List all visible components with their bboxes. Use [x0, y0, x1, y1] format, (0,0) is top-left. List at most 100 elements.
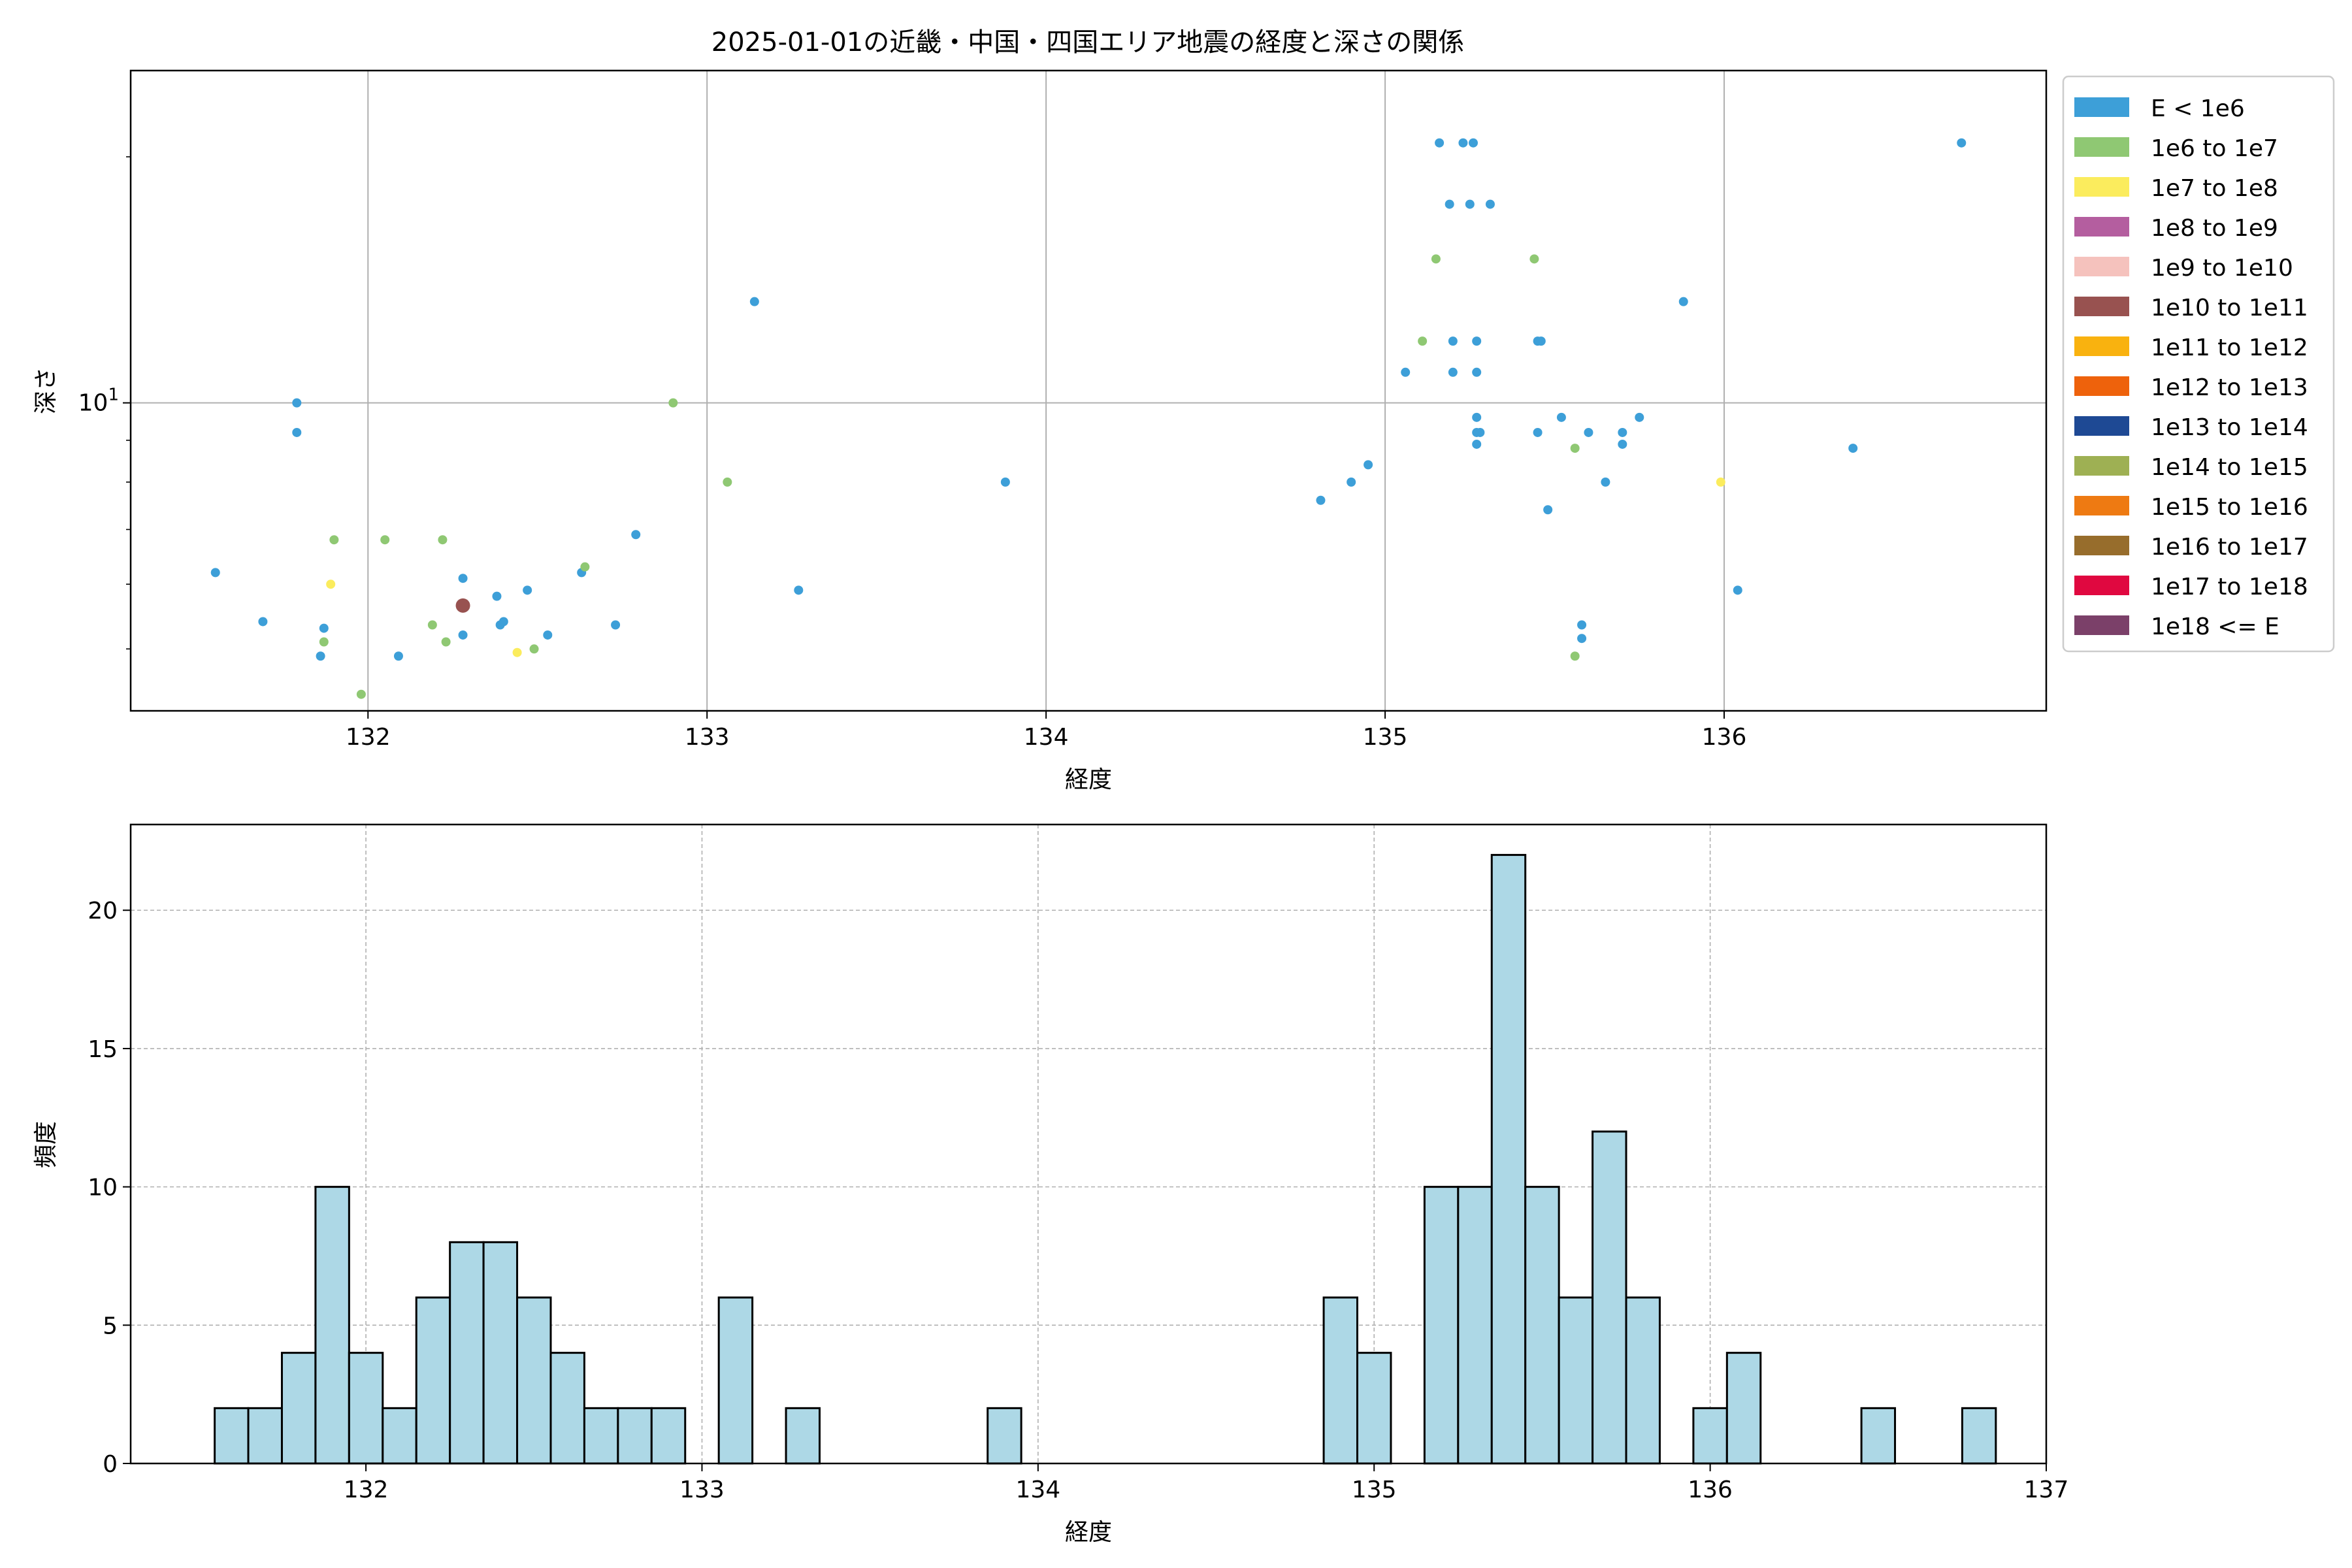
legend-label: 1e10 to 1e11	[2151, 295, 2308, 321]
scatter-point	[1472, 439, 1482, 449]
legend-swatch	[2074, 376, 2129, 396]
scatter-point	[1472, 412, 1482, 422]
histogram-panel: 132 133 134 135 136 137 0 5 10 15 20 経度 頻度	[33, 823, 2069, 1546]
legend-label: 1e15 to 1e16	[2151, 494, 2308, 521]
histogram-y-ticks: 0 5 10 15 20	[88, 898, 131, 1478]
scatter-point	[1435, 138, 1445, 148]
legend-label: 1e9 to 1e10	[2151, 255, 2293, 282]
scatter-point	[1635, 412, 1644, 422]
scatter-point	[1468, 138, 1478, 148]
scatter-point	[1445, 199, 1454, 209]
histogram-bar	[1592, 1130, 1627, 1465]
scatter-x-ticks: 132 133 134 135 136	[346, 711, 1746, 751]
scatter-point	[455, 598, 470, 613]
legend-label: 1e13 to 1e14	[2151, 414, 2308, 441]
scatter-point	[523, 585, 532, 595]
histogram-bar	[516, 1296, 552, 1465]
histogram-x-tick-label: 133	[679, 1477, 725, 1503]
histogram-y-tick-label: 15	[88, 1036, 118, 1063]
scatter-x-tick-label: 134	[1024, 724, 1069, 751]
scatter-point	[723, 477, 732, 487]
scatter-point	[1485, 199, 1495, 209]
scatter-point	[329, 535, 339, 545]
scatter-points	[210, 138, 1967, 699]
scatter-point	[393, 651, 403, 661]
scatter-y-tick-base: 10	[78, 390, 108, 417]
legend-swatch	[2074, 177, 2129, 197]
scatter-point	[316, 651, 325, 661]
histogram-x-axis-label: 経度	[1065, 1519, 1112, 1546]
legend-swatch	[2074, 217, 2129, 237]
histogram-bar	[785, 1407, 821, 1465]
histogram-bar	[987, 1407, 1022, 1465]
legend-swatch	[2074, 137, 2129, 157]
scatter-point	[1418, 336, 1428, 346]
histogram-bar	[1860, 1407, 1897, 1465]
histogram-bar	[1558, 1296, 1594, 1465]
scatter-point	[1448, 367, 1458, 377]
histogram-bars	[214, 854, 1997, 1465]
scatter-point	[1716, 477, 1725, 487]
scatter-point	[1316, 495, 1326, 505]
scatter-point	[441, 637, 451, 647]
scatter-point	[319, 637, 329, 647]
scatter-point	[611, 620, 621, 630]
legend-box	[2062, 75, 2335, 653]
scatter-y-tick-exponent: 1	[108, 385, 119, 405]
scatter-grid	[131, 71, 2046, 711]
scatter-point	[1458, 138, 1468, 148]
legend-swatch	[2074, 336, 2129, 356]
histogram-bar	[482, 1241, 519, 1465]
legend-label: 1e7 to 1e8	[2151, 175, 2278, 202]
histogram-bar	[449, 1241, 485, 1465]
scatter-point	[1848, 444, 1858, 453]
scatter-point	[1529, 254, 1539, 264]
legend-swatch	[2074, 496, 2129, 515]
scatter-point	[1533, 427, 1543, 437]
histogram-bar	[1692, 1407, 1728, 1465]
scatter-point	[512, 647, 522, 657]
histogram-bar	[382, 1407, 417, 1465]
scatter-point	[1618, 427, 1627, 437]
histogram-plot-frame	[129, 823, 2048, 1465]
scatter-point	[749, 297, 759, 306]
scatter-point	[1556, 412, 1566, 422]
histogram-bar	[1725, 1352, 1762, 1465]
scatter-point	[580, 562, 590, 572]
legend-swatch	[2074, 576, 2129, 595]
histogram-x-tick-label: 136	[1688, 1477, 1733, 1503]
histogram-bar	[348, 1352, 384, 1465]
scatter-point	[1475, 427, 1485, 437]
scatter-point	[1570, 651, 1580, 661]
legend-label: 1e11 to 1e12	[2151, 335, 2308, 361]
scatter-point	[1577, 620, 1587, 630]
scatter-point	[1601, 477, 1610, 487]
scatter-point	[1401, 367, 1411, 377]
scatter-y-axis-label: 深さ	[33, 367, 59, 414]
legend-label: 1e6 to 1e7	[2151, 135, 2278, 162]
histogram-bar	[1524, 1186, 1560, 1465]
histogram-bar	[247, 1407, 283, 1465]
histogram-x-tick-label: 132	[344, 1477, 389, 1503]
scatter-point	[1347, 477, 1356, 487]
scatter-plot-frame	[129, 69, 2048, 712]
scatter-point	[427, 620, 437, 630]
scatter-point	[1000, 477, 1010, 487]
histogram-bar	[583, 1407, 619, 1465]
legend-label: 1e12 to 1e13	[2151, 374, 2308, 401]
scatter-point	[492, 591, 502, 601]
histogram-bar	[1322, 1296, 1359, 1465]
scatter-point	[458, 574, 468, 583]
scatter-x-axis-label: 経度	[1065, 766, 1112, 793]
histogram-x-tick-label: 137	[2024, 1477, 2069, 1503]
legend-label: 1e17 to 1e18	[2151, 574, 2308, 600]
scatter-point	[1577, 634, 1587, 644]
legend-swatch	[2074, 536, 2129, 555]
scatter-point	[668, 398, 678, 408]
histogram-x-tick-label: 134	[1015, 1477, 1060, 1503]
histogram-bar	[617, 1407, 653, 1465]
histogram-bar	[314, 1186, 350, 1465]
scatter-point	[1584, 427, 1593, 437]
scatter-point	[794, 585, 804, 595]
